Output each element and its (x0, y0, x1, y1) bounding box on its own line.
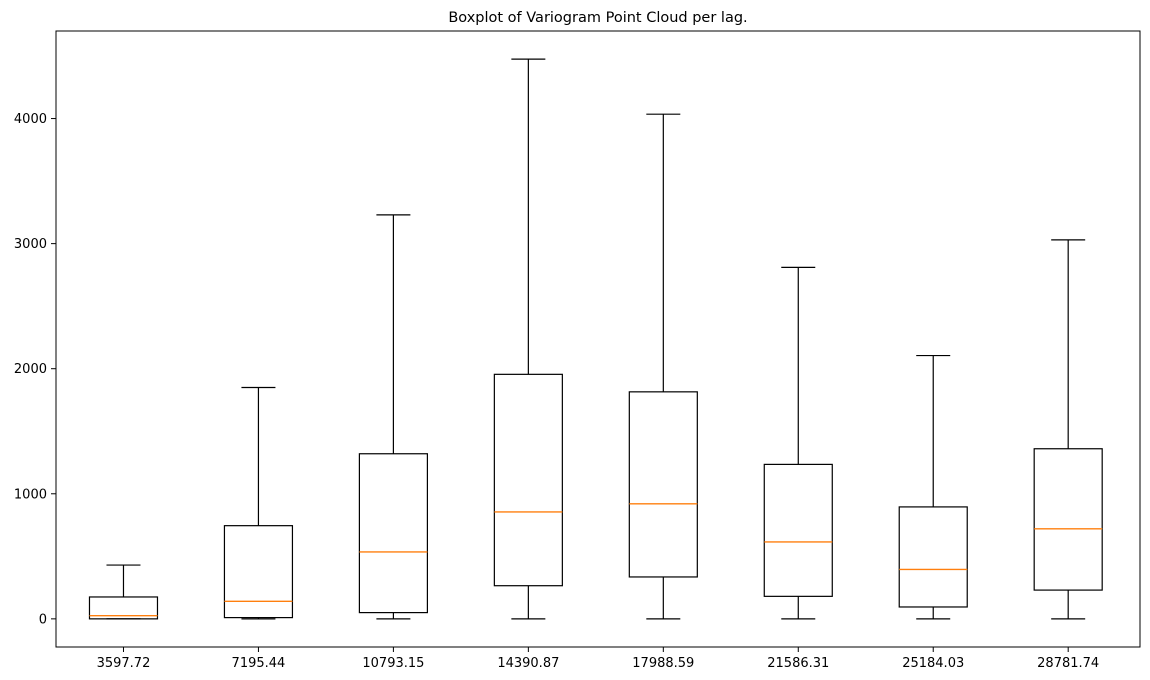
iqr-box (898, 506, 968, 608)
y-tick-label: 2000 (14, 362, 47, 377)
box-group: 14390.87 (493, 58, 563, 671)
x-tick-label: 3597.72 (97, 656, 151, 671)
box-group: 21586.31 (763, 266, 833, 671)
iqr-box (88, 596, 159, 620)
axes-frame (55, 30, 1141, 648)
x-tick-label: 10793.15 (362, 656, 424, 671)
y-tick-label: 4000 (14, 112, 47, 127)
x-tick-label: 25184.03 (902, 656, 964, 671)
iqr-box (1033, 448, 1103, 591)
box-group: 28781.74 (1033, 239, 1103, 671)
y-tick-label: 1000 (14, 487, 47, 502)
box-group: 10793.15 (358, 214, 428, 671)
iqr-box (628, 391, 698, 578)
box-group: 7195.44 (223, 386, 294, 671)
x-tick-label: 21586.31 (767, 656, 829, 671)
box-group: 25184.03 (898, 354, 968, 671)
x-tick-label: 14390.87 (497, 656, 559, 671)
y-tick-label: 0 (39, 612, 47, 627)
x-tick-label: 17988.59 (632, 656, 694, 671)
iqr-box (763, 463, 833, 597)
iqr-box (493, 373, 563, 587)
x-tick-label: 28781.74 (1037, 656, 1099, 671)
box-group: 3597.72 (88, 564, 159, 671)
x-tick-label: 7195.44 (232, 656, 286, 671)
y-tick-label: 3000 (14, 237, 47, 252)
chart-title: Boxplot of Variogram Point Cloud per lag… (448, 10, 747, 26)
plot-area: 0 1000 2000 3000 4000 3597.72 7195.44 10793.15 1… (14, 58, 1103, 671)
iqr-box (223, 525, 294, 619)
box-group: 17988.59 (628, 113, 698, 671)
iqr-box (358, 453, 428, 614)
